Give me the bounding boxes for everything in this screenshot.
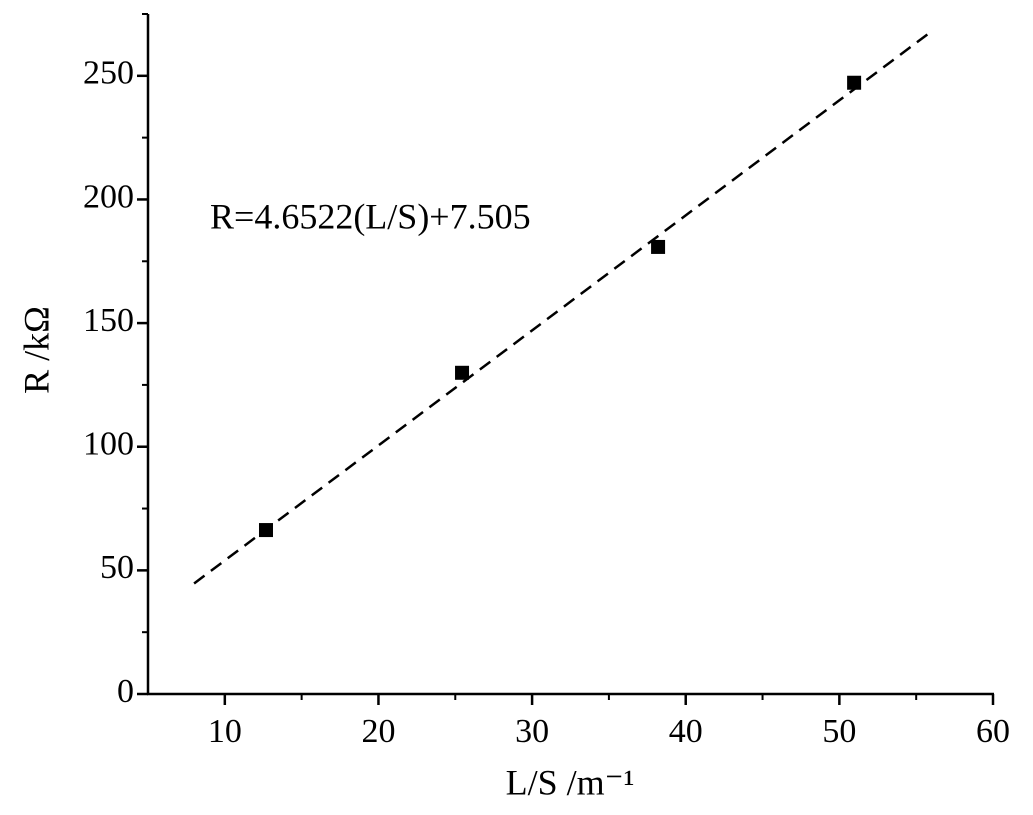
data-point	[258, 523, 273, 538]
y-tick-label: 200	[83, 178, 134, 215]
y-tick-label: 100	[83, 426, 134, 463]
data-point	[847, 75, 862, 90]
data-point	[455, 365, 470, 380]
x-tick-label: 30	[515, 713, 549, 750]
x-tick-label: 20	[361, 713, 395, 750]
x-tick-label: 40	[669, 713, 703, 750]
y-tick-label: 0	[117, 673, 134, 710]
y-tick-label: 50	[100, 549, 134, 586]
x-tick-label: 50	[822, 713, 856, 750]
y-axis-label: R /kΩ	[16, 306, 56, 394]
fit-line	[193, 30, 933, 585]
x-tick-label: 60	[976, 713, 1010, 750]
y-tick-label: 150	[83, 302, 134, 339]
x-tick-label: 10	[208, 713, 242, 750]
y-tick-label: 250	[83, 55, 134, 92]
data-point	[651, 239, 666, 254]
x-axis-label: L/S /m⁻¹	[506, 762, 635, 802]
annotation: R=4.6522(L/S)+7.505	[210, 196, 531, 236]
